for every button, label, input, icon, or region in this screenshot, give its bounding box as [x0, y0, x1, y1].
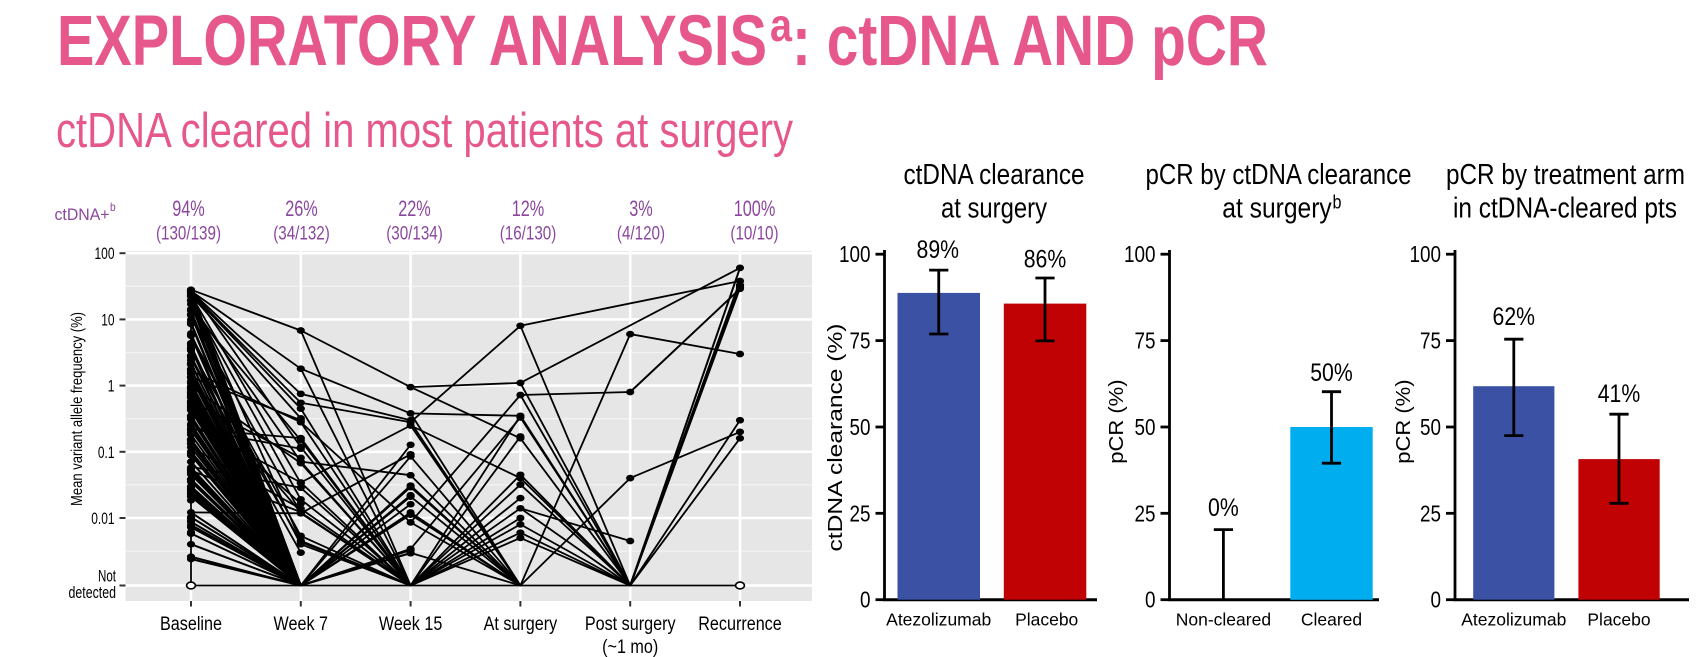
svg-text:: ctDNA AND pCR: : ctDNA AND pCR [792, 2, 1268, 81]
svg-text:EXPLORATORY ANALYSIS: EXPLORATORY ANALYSIS [57, 2, 767, 81]
svg-text:89%: 89% [917, 236, 960, 264]
svg-text:Cleared: Cleared [1301, 610, 1362, 630]
svg-text:50: 50 [1420, 414, 1441, 440]
svg-text:Placebo: Placebo [1587, 610, 1650, 630]
svg-text:b: b [1333, 193, 1342, 214]
svg-text:Not: Not [98, 567, 116, 586]
svg-text:pCR by treatment arm: pCR by treatment arm [1446, 159, 1685, 191]
svg-text:86%: 86% [1024, 246, 1067, 274]
svg-text:0: 0 [1145, 587, 1156, 613]
svg-text:ctDNA+: ctDNA+ [55, 205, 110, 224]
svg-text:50%: 50% [1310, 359, 1353, 387]
svg-text:Non-cleared: Non-cleared [1176, 610, 1271, 630]
svg-text:(~1 mo): (~1 mo) [602, 637, 658, 657]
svg-text:0: 0 [1431, 587, 1442, 613]
svg-text:0: 0 [860, 587, 871, 613]
svg-text:pCR (%): pCR (%) [1393, 379, 1415, 463]
svg-text:25: 25 [850, 500, 871, 526]
svg-text:62%: 62% [1493, 303, 1536, 331]
svg-text:ctDNA clearance (%): ctDNA clearance (%) [825, 324, 847, 552]
svg-text:100: 100 [839, 241, 871, 267]
svg-text:Post surgery: Post surgery [585, 614, 676, 635]
svg-text:25: 25 [1135, 500, 1156, 526]
svg-text:Placebo: Placebo [1015, 610, 1078, 630]
svg-text:94%: 94% [172, 196, 205, 221]
svg-text:100: 100 [1410, 241, 1442, 267]
svg-text:0.01: 0.01 [91, 509, 114, 528]
svg-text:25: 25 [1420, 500, 1441, 526]
svg-text:50: 50 [1135, 414, 1156, 440]
svg-text:b: b [110, 200, 116, 214]
svg-text:26%: 26% [285, 196, 318, 221]
svg-text:3%: 3% [629, 196, 653, 221]
svg-text:(10/10): (10/10) [730, 223, 778, 245]
svg-text:75: 75 [850, 328, 871, 354]
svg-text:Week 15: Week 15 [379, 614, 442, 635]
svg-text:Atezolizumab: Atezolizumab [886, 610, 991, 630]
svg-text:0%: 0% [1208, 494, 1239, 522]
svg-text:100: 100 [95, 244, 115, 263]
svg-text:1: 1 [108, 377, 115, 396]
svg-text:41%: 41% [1598, 380, 1641, 408]
svg-text:detected: detected [69, 583, 117, 602]
svg-text:(4/120): (4/120) [617, 223, 665, 245]
svg-text:100%: 100% [734, 196, 776, 221]
svg-text:Recurrence: Recurrence [698, 614, 782, 635]
svg-text:At surgery: At surgery [484, 614, 558, 635]
svg-text:pCR by ctDNA clearance: pCR by ctDNA clearance [1146, 159, 1412, 191]
svg-text:50: 50 [850, 414, 871, 440]
svg-text:at surgery: at surgery [941, 193, 1048, 225]
svg-text:(16/130): (16/130) [500, 223, 557, 245]
svg-text:a: a [770, 0, 792, 51]
svg-text:Week 7: Week 7 [274, 614, 329, 635]
svg-text:pCR (%): pCR (%) [1106, 379, 1128, 463]
svg-text:10: 10 [101, 310, 114, 329]
svg-text:75: 75 [1135, 328, 1156, 354]
svg-text:in ctDNA-cleared pts: in ctDNA-cleared pts [1453, 193, 1677, 225]
svg-text:75: 75 [1420, 328, 1441, 354]
svg-text:Mean variant allele frequency: Mean variant allele frequency (%) [69, 312, 86, 506]
svg-text:(30/134): (30/134) [386, 223, 443, 245]
svg-text:(34/132): (34/132) [273, 223, 330, 245]
svg-text:(130/139): (130/139) [156, 223, 221, 245]
svg-text:Baseline: Baseline [160, 614, 222, 635]
svg-text:12%: 12% [512, 196, 545, 221]
svg-text:ctDNA cleared in most patients: ctDNA cleared in most patients at surger… [56, 104, 793, 158]
svg-text:ctDNA clearance: ctDNA clearance [904, 159, 1085, 191]
svg-text:22%: 22% [398, 196, 431, 221]
svg-text:0.1: 0.1 [98, 443, 115, 462]
svg-text:at surgery: at surgery [1222, 193, 1332, 225]
svg-text:100: 100 [1124, 241, 1156, 267]
svg-text:Atezolizumab: Atezolizumab [1461, 610, 1566, 630]
